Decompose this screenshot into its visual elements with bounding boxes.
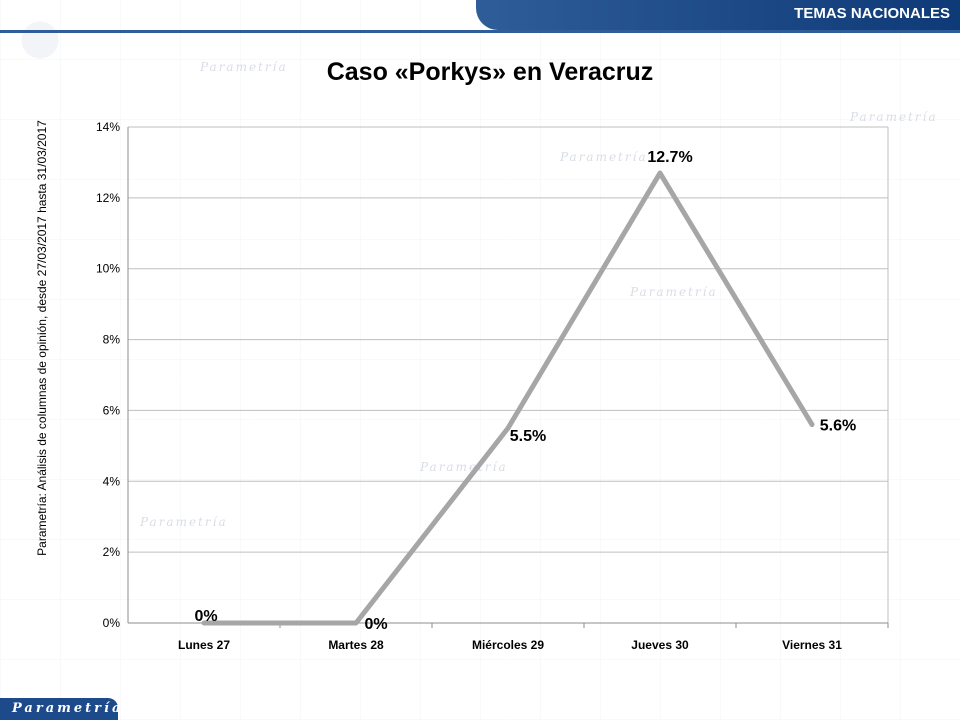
x-tick-label: Viernes 31 (782, 638, 842, 652)
series-line (201, 170, 815, 626)
data-label: 0% (364, 616, 387, 633)
watermark: Parametría (420, 460, 508, 474)
chart-title: Caso «Porkys» en Veracruz (326, 58, 654, 86)
watermark: Parametría (200, 60, 288, 74)
watermark: Parametría (560, 150, 648, 164)
data-label: 5.5% (510, 428, 546, 445)
y-tick-label: 10% (96, 262, 120, 276)
series-layer (201, 170, 815, 626)
y-tick-label: 0% (103, 616, 121, 630)
x-tick-label: Martes 28 (328, 638, 384, 652)
grid-layer (128, 126, 888, 624)
brand-logo: Parametría (0, 698, 120, 720)
watermark: Parametría (850, 110, 938, 124)
x-tick-label: Miércoles 29 (472, 638, 544, 652)
brand-text: Parametría (12, 701, 124, 716)
y-tick-label: 14% (96, 120, 120, 134)
section-label: TEMAS NACIONALES (794, 5, 950, 22)
data-label: 12.7% (647, 149, 692, 166)
header-strip (0, 30, 960, 33)
y-tick-label: 4% (103, 474, 121, 488)
watermark: Parametría (630, 285, 718, 299)
data-label: 5.6% (820, 418, 856, 435)
x-tick-label: Jueves 30 (631, 638, 689, 652)
axis-layer: 0% 2% 4% 6% 8% 10% 12% 14% Lunes 27 Martes 28 Miér… (96, 120, 889, 652)
y-tick-label: 12% (96, 191, 120, 205)
section-banner: TEMAS NACIONALES (476, 0, 960, 30)
label-layer: 0% 0% 5.5% 12.7% 5.6% (194, 149, 856, 633)
x-tick-label: Lunes 27 (178, 638, 230, 652)
y-tick-label: 2% (103, 545, 121, 559)
data-label: 0% (194, 608, 217, 625)
watermark: Parametría (140, 515, 228, 529)
y-tick-label: 8% (103, 333, 121, 347)
y-tick-label: 6% (103, 403, 121, 417)
